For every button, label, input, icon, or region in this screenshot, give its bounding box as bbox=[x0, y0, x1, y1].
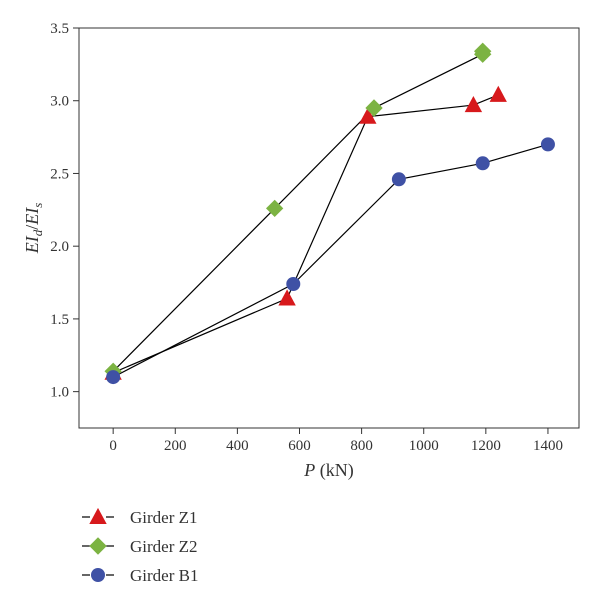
y-axis-title-ei-s: EI bbox=[22, 207, 42, 226]
legend-marker-girder-z1 bbox=[89, 507, 107, 524]
x-tick-label: 400 bbox=[226, 438, 249, 454]
y-tick-label: 3.5 bbox=[50, 21, 69, 37]
legend-label-girder-z1: Girder Z1 bbox=[130, 508, 198, 527]
y-axis-title: EId/EIs bbox=[22, 203, 45, 255]
girder-b1-point bbox=[106, 370, 121, 385]
x-tick-label: 800 bbox=[350, 438, 373, 454]
x-tick-label: 0 bbox=[109, 438, 117, 454]
girder-z1-point bbox=[278, 289, 296, 306]
legend: Girder Z1 Girder Z2 Girder B1 bbox=[82, 507, 198, 585]
legend-marker-girder-b1 bbox=[91, 568, 105, 582]
girder-b1-point bbox=[391, 172, 406, 187]
x-tick-label: 600 bbox=[288, 438, 311, 454]
y-tick-label: 2.5 bbox=[50, 166, 69, 182]
plot-frame bbox=[78, 27, 580, 429]
girder-z1-point bbox=[489, 85, 507, 102]
legend-label-girder-b1: Girder B1 bbox=[130, 566, 198, 585]
x-tick-label: 1400 bbox=[533, 438, 563, 454]
girder-b1-point bbox=[475, 156, 490, 171]
x-axis-title: P (kN) bbox=[303, 460, 354, 481]
girder-z2-line bbox=[112, 51, 484, 372]
x-axis-title-symbol: P bbox=[303, 460, 315, 480]
girder-b1-point bbox=[286, 277, 301, 291]
x-tick-label: 1000 bbox=[409, 438, 439, 454]
girder-b1-line bbox=[112, 143, 549, 378]
girder-z2-point bbox=[474, 42, 492, 60]
girder-z2-point bbox=[365, 99, 383, 117]
y-tick-label: 1.5 bbox=[50, 312, 69, 328]
girder-z1-line bbox=[112, 94, 499, 374]
girder-z2-point bbox=[266, 199, 284, 217]
y-tick-label: 2.0 bbox=[50, 239, 69, 255]
legend-label-girder-z2: Girder Z2 bbox=[130, 537, 198, 556]
x-tick-label: 200 bbox=[164, 438, 187, 454]
y-axis-title-ei-d: EI bbox=[22, 235, 42, 254]
girder-z1-point bbox=[464, 96, 483, 113]
y-tick-label: 3.0 bbox=[50, 94, 69, 110]
y-tick-label: 1.0 bbox=[50, 385, 69, 401]
y-axis-title-slash: / bbox=[22, 225, 42, 230]
legend-marker-girder-z2 bbox=[89, 537, 107, 555]
x-axis-title-unit: (kN) bbox=[315, 460, 354, 481]
girder-b1-point bbox=[540, 137, 555, 152]
y-axis-title-sub-s: s bbox=[30, 203, 45, 208]
x-tick-label: 1200 bbox=[471, 438, 501, 454]
girder-z1-point bbox=[359, 107, 377, 124]
y-axis-title-sub-d: d bbox=[30, 229, 45, 236]
